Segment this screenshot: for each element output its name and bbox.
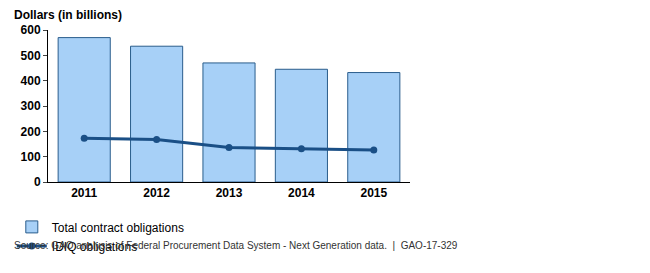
svg-text:2015: 2015 <box>360 186 387 200</box>
svg-text:IDIQ obligations: IDIQ obligations <box>52 240 137 254</box>
svg-text:Dollars (in billions): Dollars (in billions) <box>14 8 122 22</box>
svg-text:600: 600 <box>21 23 41 37</box>
svg-text:100: 100 <box>21 150 41 164</box>
svg-text:Source: GAO analysis of Federa: Source: GAO analysis of Federal Procurem… <box>14 240 458 251</box>
svg-text:2012: 2012 <box>143 186 170 200</box>
svg-text:400: 400 <box>21 74 41 88</box>
svg-text:2014: 2014 <box>288 186 315 200</box>
svg-text:2011: 2011 <box>71 186 97 200</box>
svg-text:200: 200 <box>21 125 41 139</box>
svg-text:2013: 2013 <box>216 186 243 200</box>
svg-text:500: 500 <box>21 49 41 63</box>
svg-text:0: 0 <box>34 175 41 189</box>
svg-text:Total contract obligations: Total contract obligations <box>52 221 184 235</box>
svg-text:300: 300 <box>21 99 41 113</box>
